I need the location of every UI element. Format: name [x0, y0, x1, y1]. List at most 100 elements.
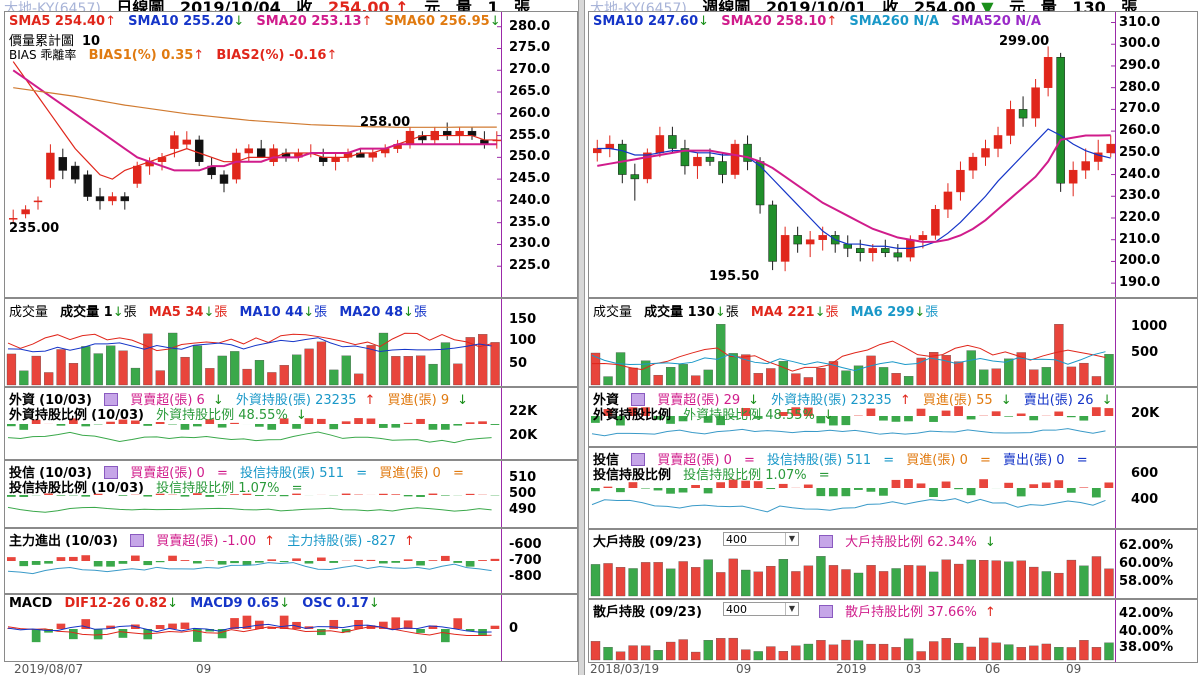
- data-bar: [954, 564, 963, 596]
- weekly-trust-panel[interactable]: 投信 買賣超(張) 0 = 投信持股(張) 511 = 買進(張) 0 = 賣出…: [588, 447, 1198, 529]
- sma5-label: SMA5 254.40: [9, 14, 105, 29]
- weekly-volume-panel[interactable]: 成交量 成交量 130↓張 MA4 221↓張 MA6 299↓張 1000 5…: [588, 298, 1198, 387]
- data-bar: [404, 423, 413, 424]
- data-bar: [342, 356, 351, 385]
- data-bar: [429, 494, 438, 495]
- data-bar: [1017, 488, 1026, 496]
- weekly-foreign-panel[interactable]: 外資 買賣超(張) 29↓ 外資持股(張) 23235↑ 買進(張) 55↓ 賣…: [588, 387, 1198, 447]
- data-bar: [329, 370, 338, 385]
- y-tick-label: 260.0: [509, 106, 550, 121]
- small-holders-threshold-select[interactable]: 400 ▼: [723, 602, 799, 616]
- grid-icon[interactable]: [819, 605, 833, 618]
- data-bar: [604, 487, 613, 488]
- data-bar: [218, 561, 227, 565]
- data-bar: [1017, 647, 1026, 660]
- window-divider[interactable]: [578, 0, 585, 675]
- data-bar: [81, 555, 90, 561]
- daily-main-force-panel[interactable]: 主力進出 (10/03) 買賣超(張) -1.00↑ 主力持股(張) -827↑…: [4, 528, 578, 594]
- ltru-tick-490: 490: [509, 502, 536, 517]
- data-bar: [942, 411, 951, 416]
- candle-body: [183, 140, 191, 144]
- y-tick-label: 235.0: [509, 215, 550, 230]
- data-bar: [679, 488, 688, 493]
- down-arrow-icon: ↓: [233, 14, 244, 29]
- data-bar: [416, 629, 425, 633]
- weekly-low-annotation: 195.50: [709, 269, 759, 284]
- data-bar: [967, 647, 976, 660]
- daily-volume-panel[interactable]: 成交量 成交量 1↓張 MA5 34↓張 MA10 44↓張 MA20 48↓張…: [4, 298, 578, 387]
- weekly-small-holders-panel[interactable]: 散戶持股 (09/23) 400 ▼ 散戶持股比例 37.66%↑ 42.00%…: [588, 599, 1198, 663]
- data-bar: [453, 424, 462, 426]
- data-bar: [892, 480, 901, 488]
- grid-icon[interactable]: [819, 535, 833, 548]
- data-bar: [804, 566, 813, 596]
- data-bar: [1054, 324, 1063, 385]
- data-bar: [604, 647, 613, 660]
- data-bar: [1042, 483, 1051, 488]
- data-bar: [119, 351, 128, 385]
- data-bar: [1104, 482, 1113, 488]
- y-tick-label: 260.0: [1119, 123, 1160, 138]
- data-bar: [1092, 376, 1101, 385]
- candle-body: [869, 248, 877, 252]
- data-bar: [729, 559, 738, 596]
- data-bar: [704, 640, 713, 660]
- daily-trust-panel[interactable]: 投信 (10/03) 買賣超(張) 0 = 投信持股(張) 511 = 買進(張…: [4, 460, 578, 528]
- big-holders-threshold-value: 400: [726, 533, 747, 546]
- data-bar: [1029, 646, 1038, 660]
- data-bar: [218, 424, 227, 428]
- daily-foreign-panel[interactable]: 外資 (10/03) 買賣超(張) 6↓ 外資持股(張) 23235↑ 買進(張…: [4, 387, 578, 460]
- ma10-volume-line: [8, 338, 492, 352]
- candle-body: [944, 192, 952, 209]
- data-bar: [1067, 367, 1076, 385]
- candle-body: [232, 153, 240, 179]
- big-holders-threshold-select[interactable]: 400 ▼: [723, 532, 799, 546]
- data-bar: [1004, 645, 1013, 660]
- data-bar: [729, 353, 738, 385]
- data-bar: [205, 560, 214, 561]
- data-bar: [904, 565, 913, 596]
- rbig-tick-60: 60.00%: [1119, 556, 1173, 571]
- daily-macd-panel[interactable]: MACD DIF12-26 0.82↓ MACD9 0.65↓ OSC 0.17…: [4, 594, 578, 662]
- y-tick-label: 275.0: [509, 40, 550, 55]
- data-bar: [867, 409, 876, 416]
- data-bar: [867, 644, 876, 660]
- data-bar: [929, 416, 938, 422]
- data-bar: [131, 556, 140, 561]
- data-bar: [1004, 416, 1013, 417]
- daily-price-panel[interactable]: SMA5 254.40↑ SMA10 255.20↓ SMA20 253.13↑…: [4, 11, 578, 298]
- data-bar: [466, 561, 475, 567]
- ma10-volume: MA10 44: [240, 305, 304, 320]
- weekly-foreign-buy: 買進(張) 55: [923, 393, 993, 408]
- candle-body: [9, 218, 17, 219]
- data-bar: [1004, 359, 1013, 385]
- weekly-price-panel[interactable]: SMA10 247.60↓ SMA20 258.10↑ SMA260 N/A S…: [588, 11, 1198, 298]
- ma5-volume: MA5 34: [149, 305, 204, 320]
- data-bar: [904, 479, 913, 488]
- data-bar: [691, 376, 700, 385]
- weekly-big-holders-panel[interactable]: 大戶持股 (09/23) 400 ▼ 大戶持股比例 62.34%↓ 62.00%…: [588, 529, 1198, 599]
- data-bar: [342, 494, 351, 495]
- data-bar: [342, 421, 351, 424]
- data-bar: [967, 416, 976, 419]
- grid-icon[interactable]: [130, 534, 144, 547]
- data-bar: [81, 346, 90, 385]
- y-tick-label: 230.0: [509, 236, 550, 251]
- data-bar: [791, 646, 800, 660]
- data-bar: [255, 360, 264, 385]
- candle-body: [819, 235, 827, 239]
- data-bar: [942, 560, 951, 596]
- foreign-ratio: 外資持股比例 48.55%: [156, 408, 288, 423]
- data-bar: [7, 557, 16, 561]
- data-bar: [491, 342, 500, 385]
- data-bar: [954, 488, 963, 489]
- candle-body: [1057, 57, 1065, 183]
- bias1-label: BIAS1(%) 0.35: [89, 48, 194, 63]
- data-bar: [804, 644, 813, 660]
- data-bar: [1067, 647, 1076, 660]
- data-bar: [791, 571, 800, 596]
- daily-main-force-legend: 主力進出 (10/03) 買賣超(張) -1.00↑ 主力持股(張) -827↑: [9, 530, 423, 549]
- candle-body: [443, 131, 451, 135]
- data-bar: [119, 561, 128, 564]
- data-bar: [1079, 640, 1088, 660]
